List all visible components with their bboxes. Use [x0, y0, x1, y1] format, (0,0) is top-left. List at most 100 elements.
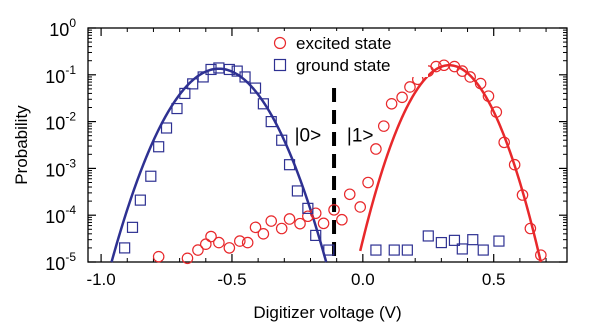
ground-state-point	[302, 202, 314, 214]
y-tick-base: 10	[45, 160, 65, 180]
ground-state-point	[401, 244, 413, 256]
excited-state-point	[205, 230, 217, 243]
ground-state-point	[467, 234, 479, 246]
y-tick-label: 10-3	[45, 156, 76, 180]
ground-state-point	[134, 194, 146, 206]
ground-state-point	[370, 244, 382, 256]
excited-state-point	[508, 158, 521, 171]
excited-state-point	[482, 90, 495, 102]
excited-state-point	[265, 215, 278, 227]
legend-label: excited state	[296, 34, 391, 53]
y-tick-base: 10	[49, 20, 69, 40]
fit-curves	[110, 64, 543, 263]
x-tick-label: 0.5	[482, 270, 506, 289]
ground-state-point	[187, 78, 199, 90]
excited-state-point	[490, 106, 503, 118]
y-tick-base: 10	[45, 254, 65, 274]
y-tick-base: 10	[45, 207, 65, 227]
x-tick-label: 0.0	[351, 270, 375, 289]
ground-state-point	[388, 244, 400, 256]
excited-state-point	[343, 188, 356, 201]
excited-state-point	[241, 236, 254, 249]
ground-state-point	[283, 159, 296, 171]
state-label: |1>	[347, 126, 374, 147]
excited-state-point	[498, 136, 510, 149]
y-tick-exponent: -5	[65, 250, 76, 264]
y-tick-label: 10-1	[45, 63, 76, 87]
state-annotations: |0> |1>	[295, 126, 374, 147]
ground-state-point	[205, 63, 217, 76]
plot-frame	[87, 27, 568, 263]
y-tick-label: 10-4	[45, 203, 76, 227]
excited-state-point	[302, 210, 314, 223]
excited-state-point	[192, 244, 204, 256]
ground-state-point	[231, 65, 243, 77]
ground-fit-curve	[110, 67, 328, 263]
excited-state-point	[354, 201, 367, 213]
excited-state-point	[199, 238, 212, 251]
ground-state-point	[276, 134, 288, 146]
ground-state-point	[171, 102, 183, 115]
excited-state-point	[456, 65, 469, 77]
x-tick-label: -1.0	[86, 270, 115, 289]
ground-state-point	[145, 170, 157, 182]
excited-state-point	[370, 143, 382, 155]
x-tick-label: -0.5	[217, 270, 246, 289]
legend-background	[264, 31, 428, 77]
excited-state-point	[317, 217, 330, 230]
excited-state-point	[362, 176, 374, 189]
data-markers	[119, 59, 547, 265]
y-axis-label: Probability	[12, 105, 31, 185]
ground-state-point	[119, 242, 131, 254]
ground-state-point	[448, 234, 461, 246]
y-tick-label: 10-2	[45, 110, 76, 134]
y-tick-exponent: -4	[65, 203, 76, 217]
y-tick-exponent: -1	[65, 63, 76, 77]
excited-state-point	[223, 242, 236, 254]
excited-state-point	[234, 235, 246, 247]
legend-square-marker	[273, 58, 287, 72]
ground-state-point	[456, 243, 468, 255]
ground-state-point	[422, 230, 434, 242]
ground-state-point	[197, 71, 209, 83]
ground-state-point	[160, 122, 173, 134]
y-tick-exponent: -2	[65, 110, 76, 124]
ground-state-point	[323, 244, 335, 256]
excited-state-point	[377, 120, 390, 132]
x-axis-label: Digitizer voltage (V)	[253, 303, 401, 322]
state-label: |0>	[295, 126, 322, 147]
excited-state-point	[328, 204, 340, 216]
excited-state-point	[249, 221, 262, 234]
y-tick-base: 10	[45, 67, 65, 87]
legend-label: ground state	[296, 56, 391, 75]
excited-state-point	[535, 249, 547, 261]
y-tick-exponent: 0	[69, 16, 76, 30]
excited-state-point	[152, 250, 165, 263]
excited-state-point	[181, 252, 194, 265]
ground-state-point	[223, 63, 235, 76]
excited-state-point	[336, 213, 348, 226]
excited-state-point	[283, 213, 296, 225]
ground-state-point	[265, 115, 277, 128]
excited-state-point	[524, 222, 537, 235]
ground-state-point	[310, 229, 322, 242]
legend: excited state ground state	[264, 31, 428, 77]
ground-state-point	[249, 82, 262, 94]
y-tick-label: 10-5	[45, 250, 76, 274]
excited-state-point	[474, 77, 487, 90]
ground-state-point	[435, 236, 447, 249]
excited-state-point	[275, 222, 288, 235]
legend-circle-marker	[273, 36, 287, 50]
axis-ticks	[88, 27, 567, 263]
ground-state-point	[179, 87, 191, 100]
excited-state-point	[464, 71, 476, 83]
y-tick-label: 100	[49, 16, 76, 40]
ground-state-point	[291, 185, 303, 197]
ground-state-point	[257, 98, 269, 110]
y-tick-base: 10	[45, 114, 65, 134]
excited-state-point	[213, 236, 225, 249]
y-tick-exponent: -3	[65, 156, 76, 170]
excited-state-point	[404, 81, 416, 93]
